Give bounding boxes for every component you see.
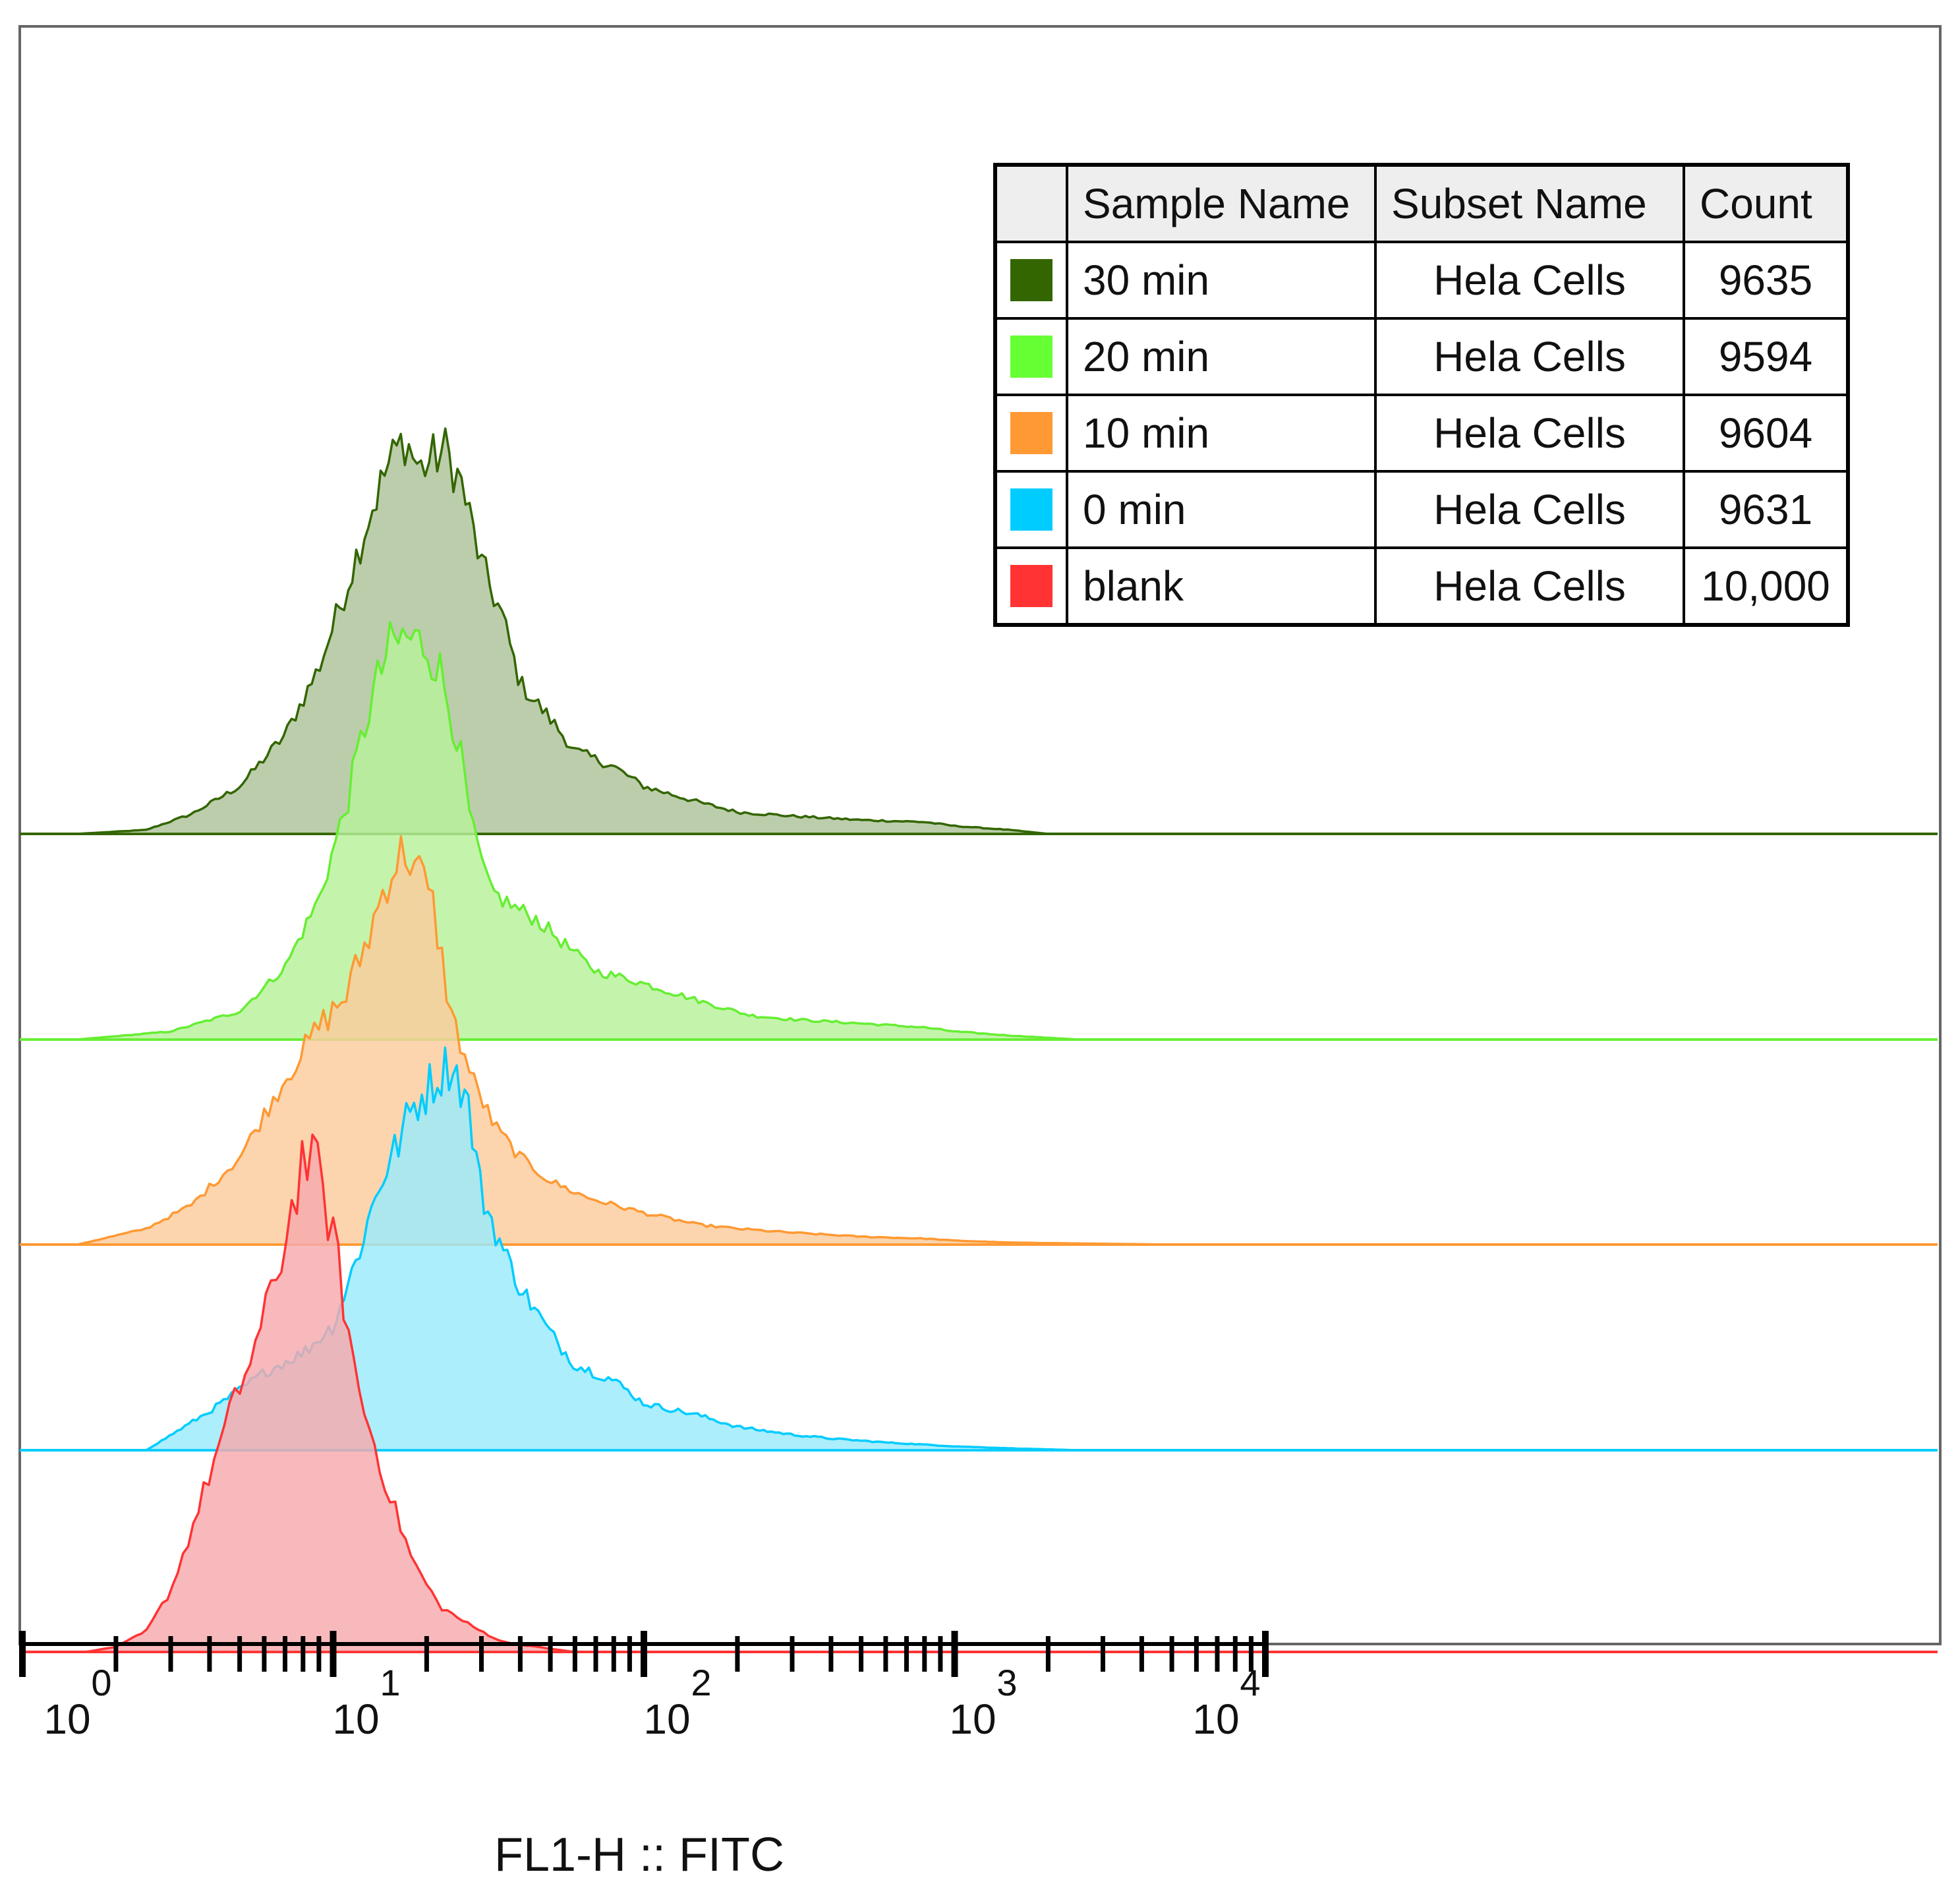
- x-tick-base: 10: [332, 1695, 379, 1743]
- legend-swatch: [1010, 336, 1052, 378]
- x-tick-label: 100: [43, 1662, 111, 1743]
- histogram-area: [76, 835, 1173, 1246]
- legend-subset-name: Hela Cells: [1374, 546, 1685, 626]
- x-tick-exponent: 2: [691, 1662, 711, 1703]
- legend-row: blank Hela Cells 10,000: [994, 546, 1849, 626]
- legend-swatch: [1010, 412, 1052, 454]
- legend-row: 20 min Hela Cells 9594: [994, 317, 1849, 396]
- x-tick-base: 10: [643, 1695, 690, 1743]
- legend-sample-name: 0 min: [1066, 470, 1377, 549]
- legend-header-row: Sample Name Subset Name Count: [994, 163, 1849, 243]
- legend-row: 10 min Hela Cells 9604: [994, 394, 1849, 473]
- legend-header-swatch: [994, 163, 1068, 243]
- legend-swatch: [1010, 565, 1052, 607]
- legend-swatch: [1010, 488, 1052, 531]
- x-tick-exponent: 3: [996, 1662, 1017, 1703]
- legend-count: 9635: [1683, 241, 1849, 320]
- histogram-area: [76, 427, 1050, 835]
- legend-header-count: Count: [1683, 163, 1849, 243]
- x-tick-base: 10: [43, 1695, 90, 1743]
- legend-header-sample: Sample Name: [1066, 163, 1377, 243]
- legend-subset-name: Hela Cells: [1374, 241, 1685, 320]
- x-tick-exponent: 4: [1240, 1662, 1260, 1703]
- legend-row: 30 min Hela Cells 9635: [994, 241, 1849, 320]
- x-tick-label: 101: [332, 1662, 400, 1743]
- legend-subset-name: Hela Cells: [1374, 470, 1685, 549]
- legend-subset-name: Hela Cells: [1374, 317, 1685, 396]
- legend-sample-name: 10 min: [1066, 394, 1377, 473]
- histogram-area: [76, 621, 1080, 1041]
- x-tick-label: 102: [643, 1662, 711, 1743]
- legend-count: 9604: [1683, 394, 1849, 473]
- x-tick-base: 10: [949, 1695, 996, 1743]
- legend-sample-name: 20 min: [1066, 317, 1377, 396]
- legend-header-subset: Subset Name: [1374, 163, 1685, 243]
- legend-sample-name: 30 min: [1066, 241, 1377, 320]
- legend-swatch: [1010, 259, 1052, 301]
- x-tick-exponent: 1: [380, 1662, 400, 1703]
- legend-table: Sample Name Subset Name Count 30 min Hel…: [993, 163, 1850, 627]
- legend-count: 9594: [1683, 317, 1849, 396]
- x-tick-label: 103: [949, 1662, 1017, 1743]
- legend-subset-name: Hela Cells: [1374, 394, 1685, 473]
- x-tick-exponent: 0: [91, 1662, 111, 1703]
- series-layer: [20, 427, 1938, 1653]
- legend-row: 0 min Hela Cells 9631: [994, 470, 1849, 549]
- x-axis-label: FL1-H :: FITC: [494, 1829, 784, 1880]
- x-tick-base: 10: [1192, 1695, 1239, 1743]
- legend-count: 10,000: [1683, 546, 1849, 626]
- legend-count: 9631: [1683, 470, 1849, 549]
- x-tick-label: 104: [1192, 1662, 1260, 1743]
- legend-sample-name: blank: [1066, 546, 1377, 626]
